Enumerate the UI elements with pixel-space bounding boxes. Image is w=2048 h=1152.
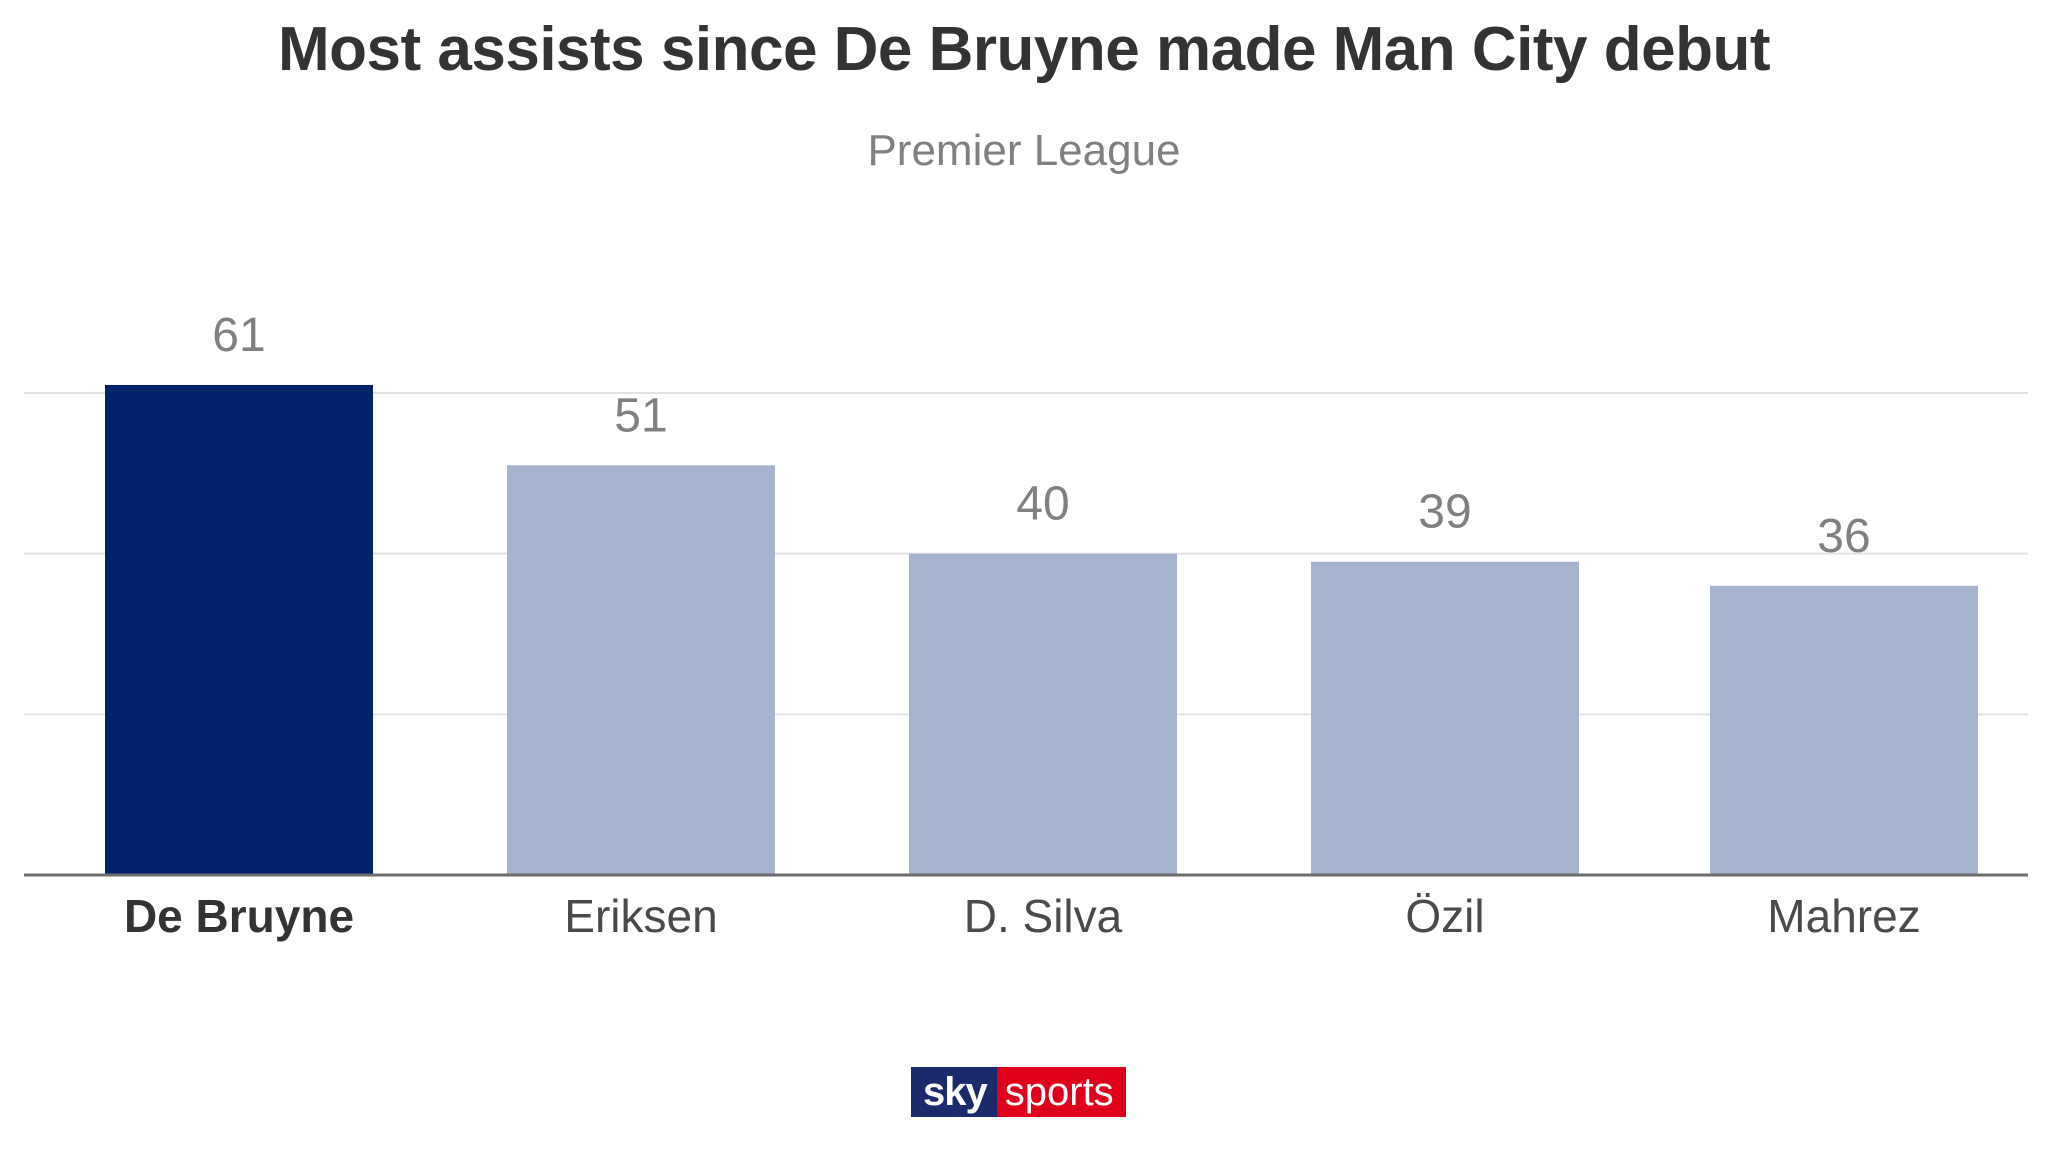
chart-subtitle: Premier League [867,126,1181,175]
logo-sky-text: sky [911,1067,997,1117]
chart-title: Most assists since De Bruyne made Man Ci… [278,15,1770,84]
bar-d-silva [909,553,1177,875]
sky-sports-logo: sky sports [911,1067,1126,1117]
data-label: 39 [1418,486,1471,539]
category-label: Eriksen [564,890,717,942]
data-label: 40 [1016,478,1069,531]
category-label: Mahrez [1767,890,1920,942]
data-label: 61 [212,309,265,362]
bar-eriksen [507,465,775,875]
bar-mahrez [1710,585,1978,875]
bar-de-bruyne [105,384,373,875]
data-label: 51 [614,389,667,442]
logo-sports-text: sports [996,1067,1126,1117]
category-label: D. Silva [964,890,1123,942]
category-label: Özil [1405,890,1484,942]
bar--zil [1311,561,1579,875]
data-label: 36 [1817,510,1870,563]
category-label: De Bruyne [124,890,354,942]
